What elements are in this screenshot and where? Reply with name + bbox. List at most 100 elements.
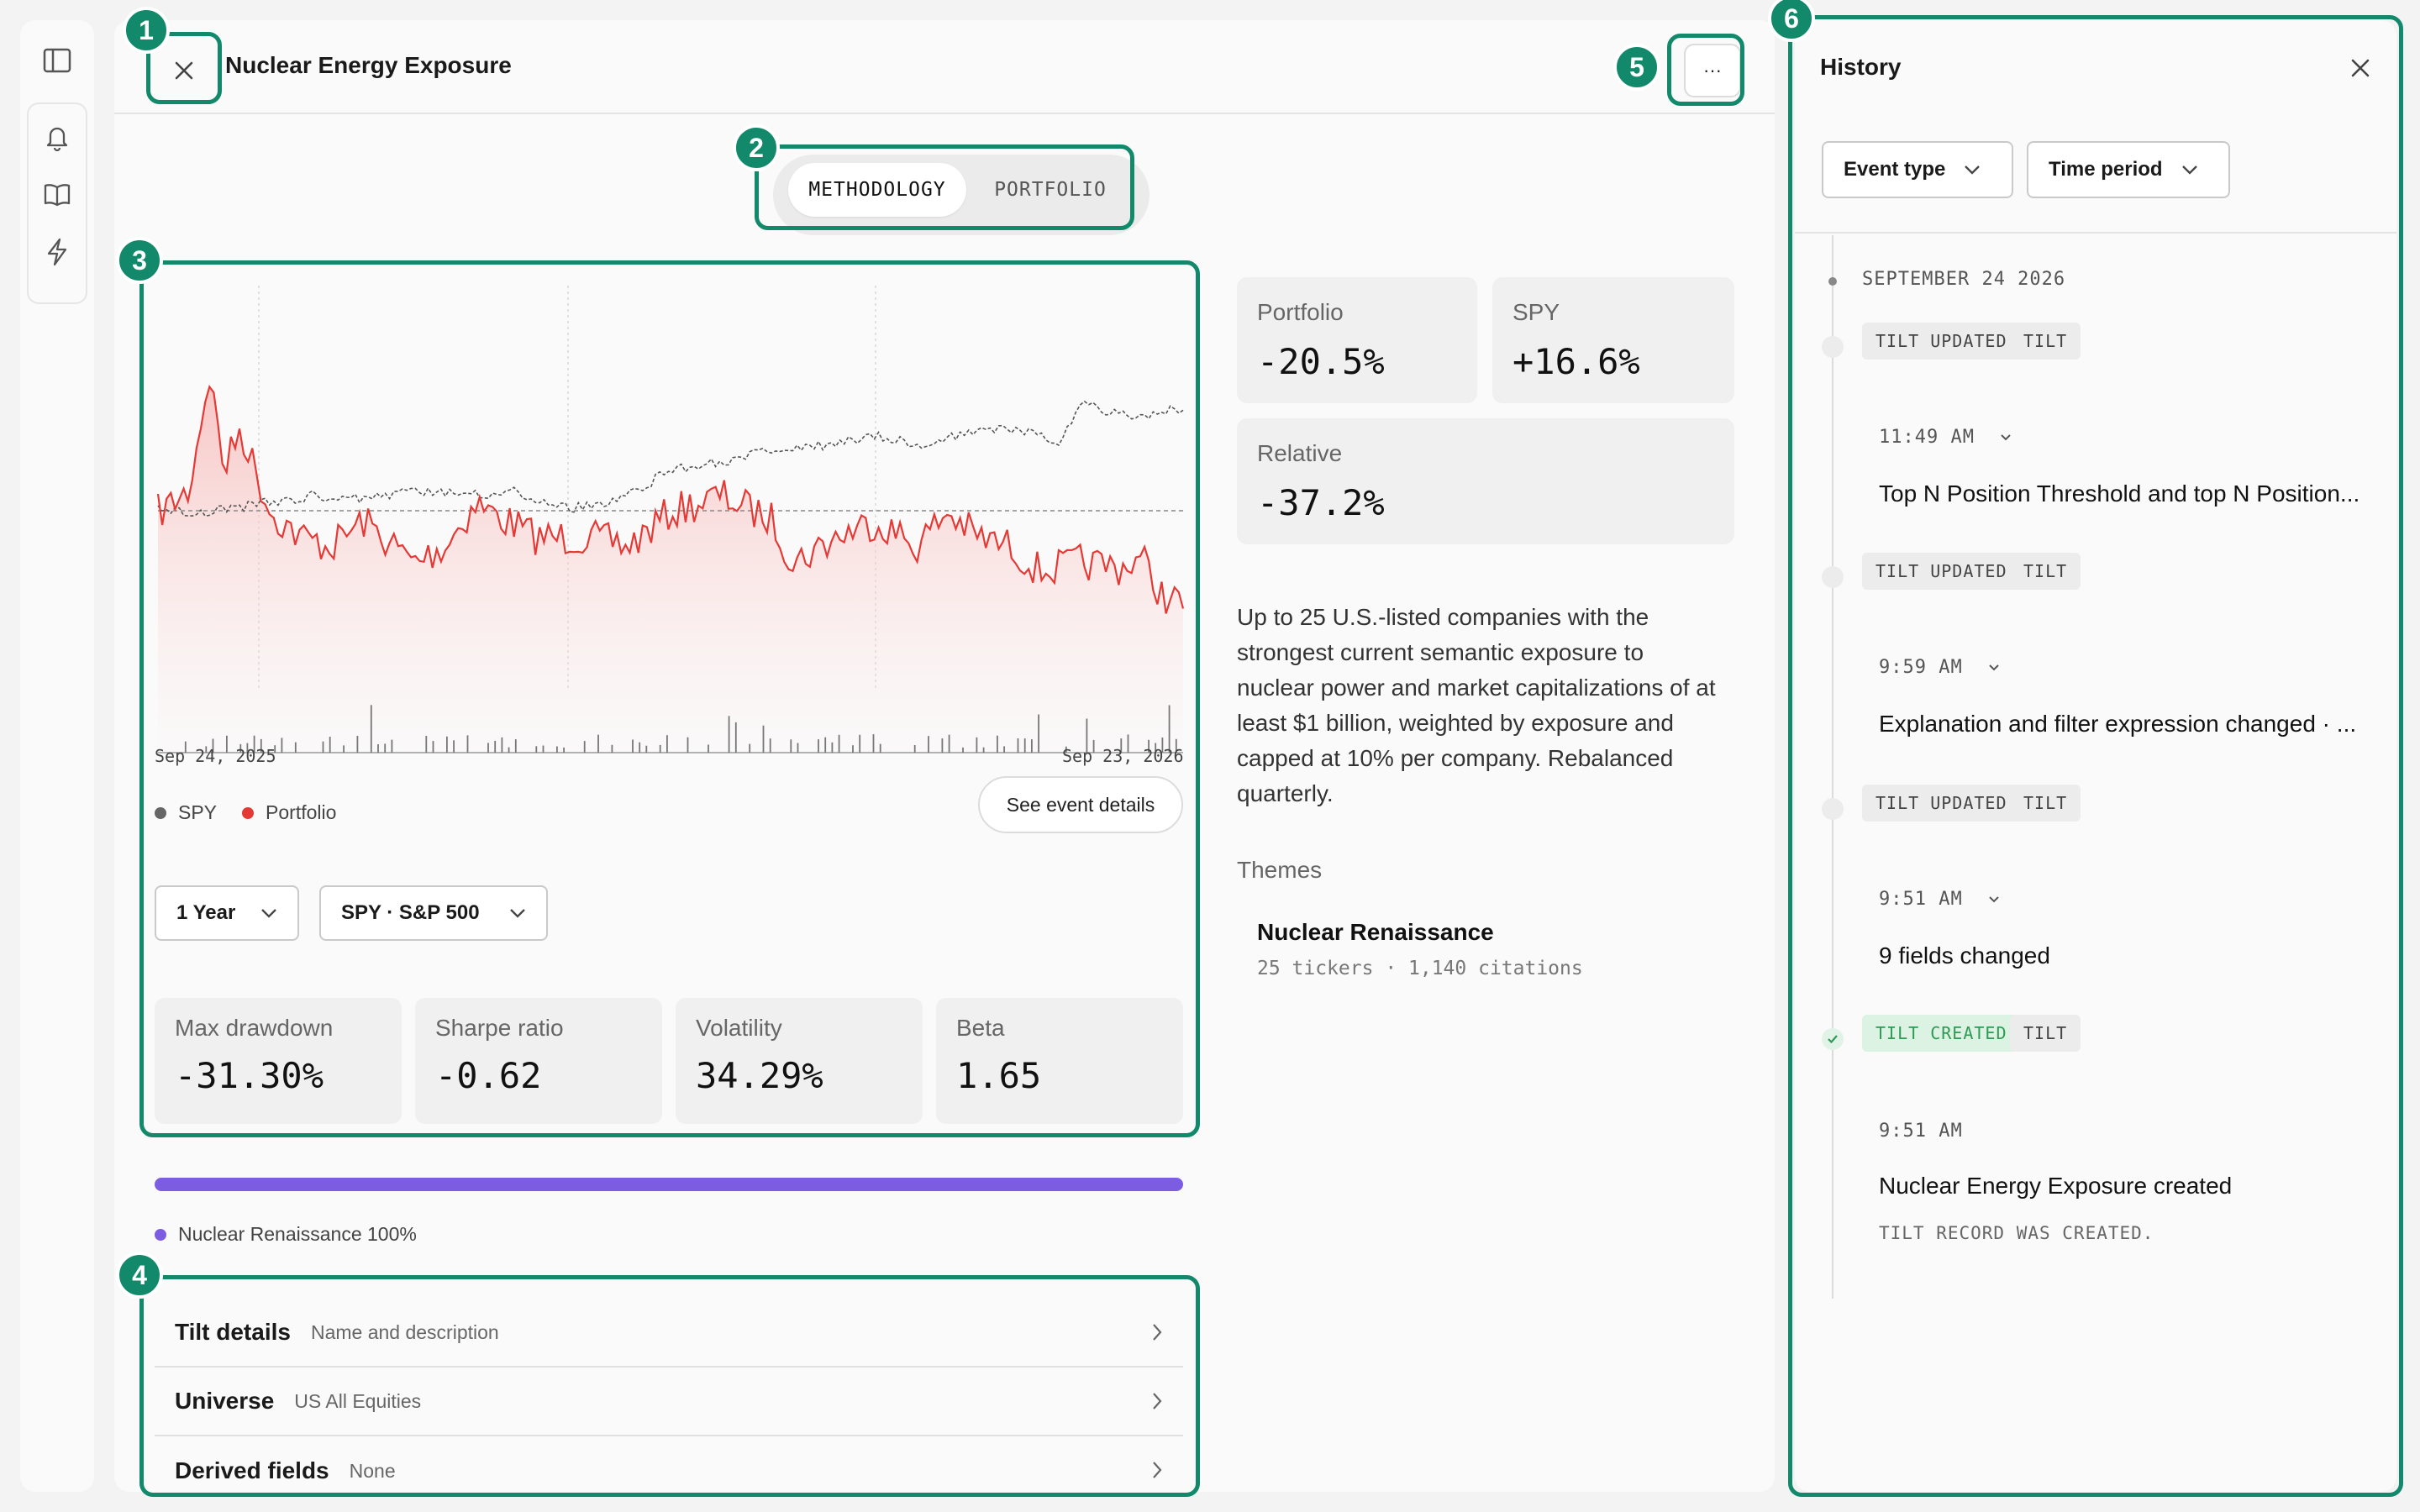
allocation-bar	[155, 1178, 1183, 1191]
row-title: Derived fields	[175, 1457, 329, 1483]
kpi-label: Relative	[1257, 440, 1343, 466]
annotation-badge-6: 6	[1768, 0, 1815, 42]
rail-nav-group	[27, 102, 87, 304]
theme-name[interactable]: Nuclear Renaissance	[1257, 919, 1494, 945]
annotation-badge-5: 5	[1613, 44, 1660, 91]
page-title: Nuclear Energy Exposure	[225, 52, 512, 78]
event-time-label: 9:51 AM	[1879, 1121, 1963, 1142]
spy-series-line	[157, 400, 1184, 517]
event-note: TILT RECORD WAS CREATED.	[1879, 1223, 2154, 1243]
benchmark-value: SPY · S&P 500	[341, 901, 480, 924]
benchmark-dropdown[interactable]: SPY · S&P 500	[319, 885, 548, 941]
event-type-tag: TILT	[2010, 323, 2081, 360]
chevron-down-icon	[2001, 434, 2011, 441]
tab-portfolio[interactable]: PORTFOLIO	[994, 179, 1107, 201]
check-icon	[1828, 1035, 1838, 1044]
close-button[interactable]	[148, 35, 220, 106]
event-time[interactable]: 9:59 AM	[1879, 657, 2000, 678]
event-type-tag: TILT	[2010, 1015, 2081, 1052]
event-time-label: 9:51 AM	[1879, 889, 1963, 910]
kpi-label: SPY	[1512, 299, 1560, 325]
close-icon	[175, 61, 193, 80]
portfolio-area	[158, 386, 1183, 753]
event-time[interactable]: 9:51 AM	[1879, 889, 2000, 910]
history-close-button[interactable]	[2349, 57, 2371, 83]
left-rail	[20, 20, 94, 1492]
chevron-down-icon	[510, 909, 525, 918]
row-derived-fields[interactable]: Derived fields None	[155, 1436, 1183, 1492]
event-tag: TILT UPDATED	[1862, 553, 2021, 590]
history-panel: History Event type Time period SEPTEMBER…	[1795, 20, 2396, 1492]
stat-label: Beta	[956, 1015, 1005, 1041]
chevron-down-icon	[1965, 165, 1981, 175]
stat-label: Max drawdown	[175, 1015, 334, 1041]
themes-heading: Themes	[1237, 857, 1323, 883]
stat-beta: Beta 1.65	[936, 998, 1183, 1124]
detail-rows: Tilt details Name and description Univer…	[155, 1299, 1183, 1492]
period-dropdown[interactable]: 1 Year	[155, 885, 299, 941]
performance-chart[interactable]	[155, 269, 1190, 759]
event-type-tag: TILT	[2010, 553, 2081, 590]
kpi-value: -37.2%	[1257, 482, 1385, 523]
sidebar-toggle-icon[interactable]	[39, 42, 76, 79]
row-subtitle: US All Equities	[294, 1389, 422, 1412]
event-tag: TILT CREATED	[1862, 1015, 2021, 1052]
timeline-node	[1822, 798, 1844, 820]
chart-start-date: Sep 24, 2025	[155, 746, 276, 766]
tilt-description: Up to 25 U.S.-listed companies with the …	[1237, 604, 1716, 806]
event-tag: TILT UPDATED	[1862, 785, 2021, 822]
filter-label: Event type	[1844, 158, 1946, 181]
event-time-label: 9:59 AM	[1879, 657, 1963, 678]
event-message: 9 fields changed	[1879, 942, 2050, 969]
stat-max-drawdown: Max drawdown -31.30%	[155, 998, 402, 1124]
event-type-tag: TILT	[2010, 785, 2081, 822]
bell-icon[interactable]	[39, 119, 76, 156]
book-icon[interactable]	[39, 176, 76, 213]
chevron-down-icon	[1989, 664, 1999, 671]
event-tag: TILT UPDATED	[1862, 323, 2021, 360]
stat-value: 34.29%	[696, 1055, 823, 1096]
stat-volatility: Volatility 34.29%	[676, 998, 923, 1124]
lightning-icon[interactable]	[39, 234, 76, 270]
chevron-down-icon	[2181, 165, 2197, 175]
stat-value: -31.30%	[175, 1055, 324, 1096]
annotation-badge-1: 1	[123, 7, 170, 54]
ellipsis-icon: ···	[1703, 60, 1722, 81]
view-tabs: METHODOLOGY PORTFOLIO	[773, 155, 1150, 235]
row-universe[interactable]: Universe US All Equities	[155, 1368, 1183, 1436]
allocation-legend: Nuclear Renaissance 100%	[155, 1223, 417, 1246]
more-options-button[interactable]: ···	[1684, 44, 1741, 97]
timeline-check-node	[1822, 1028, 1844, 1050]
chart-svg	[156, 286, 1185, 753]
event-type-filter[interactable]: Event type	[1822, 141, 2013, 198]
time-period-filter[interactable]: Time period	[2027, 141, 2230, 198]
spy-legend-dot	[155, 806, 166, 819]
timeline-dot	[1828, 277, 1837, 286]
row-title: Universe	[175, 1388, 275, 1414]
event-message: Top N Position Threshold and top N Posit…	[1879, 480, 2360, 507]
see-event-details-button[interactable]: See event details	[978, 776, 1183, 833]
filter-label: Time period	[2049, 158, 2163, 181]
divider	[1795, 232, 2396, 234]
timeline-node	[1822, 336, 1844, 358]
kpi-label: Portfolio	[1257, 299, 1344, 325]
row-subtitle: Name and description	[310, 1320, 499, 1343]
row-title: Tilt details	[175, 1319, 291, 1345]
kpi-portfolio: Portfolio -20.5%	[1237, 277, 1477, 403]
event-message: Nuclear Energy Exposure created	[1879, 1173, 2233, 1199]
allocation-label: Nuclear Renaissance 100%	[178, 1223, 417, 1245]
event-message: Explanation and filter expression change…	[1879, 711, 2357, 737]
chevron-down-icon	[1989, 896, 1999, 903]
tab-methodology[interactable]: METHODOLOGY	[788, 163, 966, 217]
event-time-label: 11:49 AM	[1879, 427, 1975, 448]
kpi-value: +16.6%	[1512, 341, 1640, 382]
tilt-detail-panel: Nuclear Energy Exposure ··· METHODOLOGY …	[114, 20, 1775, 1492]
stat-sharpe-ratio: Sharpe ratio -0.62	[415, 998, 662, 1124]
top-bar: Nuclear Energy Exposure ···	[114, 20, 1775, 114]
kpi-spy: SPY +16.6%	[1492, 277, 1734, 403]
stat-value: 1.65	[956, 1055, 1042, 1096]
event-time: 9:51 AM	[1879, 1121, 1963, 1142]
chart-end-date: Sep 23, 2026	[1062, 746, 1184, 766]
row-tilt-details[interactable]: Tilt details Name and description	[155, 1299, 1183, 1368]
event-time[interactable]: 11:49 AM	[1879, 427, 2012, 448]
